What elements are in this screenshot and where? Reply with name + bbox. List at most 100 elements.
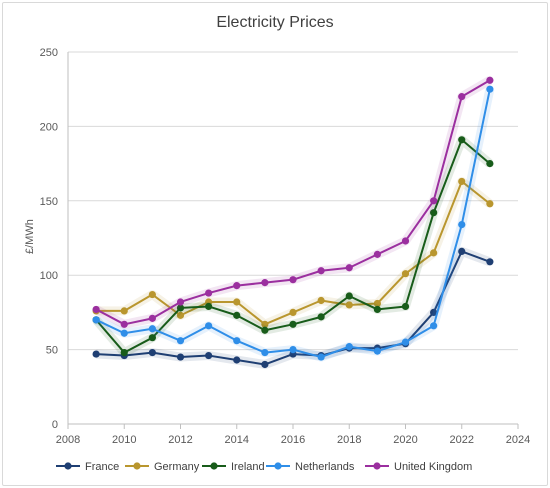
data-point [176,304,185,312]
data-point [120,348,128,357]
legend-item: France [56,461,119,473]
data-point [289,346,297,354]
data-point [345,301,353,309]
y-tick-label: 200 [40,121,58,133]
data-point [430,322,438,330]
legend-swatch-marker [133,462,141,470]
chart-title: Electricity Prices [216,14,334,31]
series-united-kingdom [92,76,494,329]
data-point [148,290,156,299]
data-point [317,353,325,361]
legend-swatch-marker [373,462,381,470]
data-point [317,296,325,305]
data-point [317,267,325,275]
data-point [261,279,269,287]
data-point [458,177,466,186]
y-tick-label: 150 [40,196,58,208]
data-point [233,282,241,290]
data-point [430,249,438,257]
y-axis-label: £/MWh [24,219,36,254]
data-point [148,314,156,322]
data-point [401,237,410,245]
data-point [261,360,269,369]
data-point [205,322,213,330]
x-tick-label: 2016 [281,434,305,446]
data-point [458,136,466,144]
data-point [205,302,213,311]
data-point [401,270,410,278]
legend-label: France [85,461,119,473]
data-point [92,350,100,358]
legend-item: Ireland [202,461,265,473]
data-point [120,307,128,315]
data-point [430,308,438,316]
data-point [176,311,185,319]
series-netherlands [92,85,495,362]
y-tick-label: 100 [40,270,58,282]
data-point [458,221,466,229]
data-point [317,313,325,321]
data-point [345,264,353,272]
legend: France Germany Ireland Netherlands United Ki… [56,461,472,473]
data-point [148,348,156,357]
legend-label: Germany [154,461,200,473]
data-point [458,93,466,101]
legend-swatch-marker [274,462,282,470]
data-point [458,247,466,255]
data-point [233,356,241,364]
data-point [486,85,494,93]
x-tick-label: 2010 [112,434,136,446]
data-point [233,298,241,306]
x-tick-label: 2008 [56,434,80,446]
data-point [92,316,100,324]
data-point [373,299,381,308]
legend-label: Netherlands [295,461,355,473]
data-point [120,320,128,328]
series-germany [92,176,494,329]
data-point [345,343,353,351]
data-point [486,258,494,266]
legend-swatch-marker [210,462,218,470]
legend-label: United Kingdom [394,461,472,473]
data-point [261,320,269,328]
data-point [430,209,438,217]
data-point [148,325,156,333]
data-point [233,311,241,319]
data-point [148,334,156,342]
data-point [373,250,381,258]
data-point [373,347,381,355]
legend-label: Ireland [231,461,265,473]
legend-item: United Kingdom [365,461,472,473]
series-group [92,76,495,369]
data-point [205,351,213,360]
x-tick-label: 2014 [225,434,249,446]
data-point [205,289,213,297]
y-tick-label: 0 [52,419,58,431]
data-point [261,348,269,357]
axes: 0 50 100 150 200 250 2008 2010 2012 2014 2016 2018 2… [40,47,531,446]
data-point [345,292,353,300]
data-point [373,305,381,314]
y-tick-label: 250 [40,47,58,59]
data-point [261,326,269,334]
data-point [233,337,241,345]
y-tick-label: 50 [46,345,58,357]
data-point [486,200,494,208]
data-point [92,305,100,314]
data-point [486,160,494,168]
x-tick-label: 2022 [450,434,474,446]
x-tick-label: 2012 [168,434,192,446]
data-point [289,276,297,284]
data-point [176,298,185,306]
data-point [120,329,128,337]
legend-item: Netherlands [266,461,355,473]
x-tick-label: 2024 [506,434,530,446]
data-point [401,302,410,311]
data-point [176,337,185,345]
data-point [486,76,494,84]
data-point [289,308,297,316]
legend-item: Germany [125,461,200,473]
x-tick-label: 2018 [337,434,361,446]
x-tick-label: 2020 [393,434,417,446]
